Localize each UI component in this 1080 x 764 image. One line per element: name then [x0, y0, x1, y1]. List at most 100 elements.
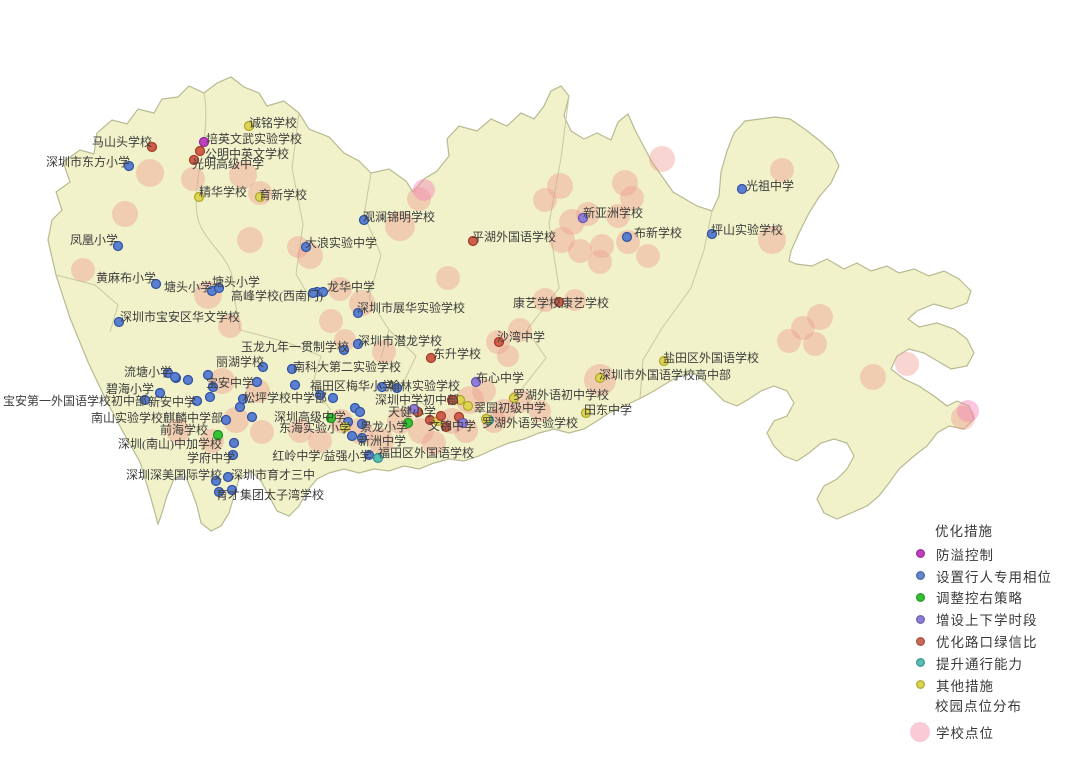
- school-point-halo: [288, 419, 312, 443]
- school-point-halo: [181, 167, 205, 191]
- measure-dot: [577, 212, 589, 224]
- school-label: 流塘小学: [124, 364, 172, 379]
- measure-dot: [246, 411, 258, 423]
- school-label: 坪山实验学校: [711, 222, 783, 237]
- school-label: 高峰学校(西南门): [231, 288, 323, 303]
- school-label: 丽湖学校: [216, 354, 264, 369]
- measure-dot: [188, 154, 200, 166]
- school-label: 翠园初级中学: [474, 400, 546, 415]
- school-label: 康艺学校: [513, 295, 561, 310]
- measure-dot: [112, 240, 124, 252]
- school-label: 东海实验小学: [279, 420, 351, 435]
- school-point-halo: [218, 314, 242, 338]
- measure-dot: [354, 406, 366, 418]
- legend-item: 增设上下学时段: [906, 608, 1076, 630]
- school-label: 新安中学: [148, 394, 196, 409]
- legend-item-label: 调整控右策略: [936, 591, 1023, 607]
- measure-dot: [210, 475, 222, 487]
- legend: 优化措施 防溢控制 设置行人专用相位 调整控右策略 增设上下学时段 优化路口绿信比 提升通…: [906, 521, 1076, 746]
- school-point-halo: [385, 211, 415, 241]
- measure-dot: [307, 287, 319, 299]
- measure-dot: [207, 381, 219, 393]
- district-boundary-line: [388, 329, 429, 409]
- school-label: 前海学校: [160, 422, 208, 437]
- measure-dot: [314, 389, 326, 401]
- school-point-halo: [166, 419, 190, 443]
- school-label: 塘头小学: [164, 279, 212, 294]
- school-point-halo: [328, 277, 352, 301]
- measure-dot: [391, 382, 403, 394]
- school-point-halo: [612, 170, 638, 196]
- school-point-halo: [368, 428, 394, 454]
- measure-dot: [356, 418, 368, 430]
- school-label: 深圳深美国际学校: [126, 467, 222, 482]
- measure-dot: [352, 338, 364, 350]
- district-boundary-line: [363, 172, 390, 359]
- measure-dot: [193, 191, 205, 203]
- school-label: 精华学校: [199, 184, 247, 199]
- measure-dot: [408, 403, 420, 415]
- school-label: 红岭中学/益强小学: [272, 448, 371, 463]
- school-point-halo: [250, 420, 274, 444]
- measure-dot: [621, 231, 633, 243]
- school-label: 深圳(南山)中加学校: [118, 436, 222, 451]
- school-label: 深圳市展华实验学校: [357, 300, 465, 315]
- legend-dot-icon: [916, 680, 925, 690]
- measure-dot: [325, 412, 337, 424]
- measure-dot: [658, 355, 670, 367]
- measure-dot: [169, 371, 181, 383]
- measure-dot: [425, 352, 437, 364]
- legend-items: 防溢控制 设置行人专用相位 调整控右策略 增设上下学时段 优化路口绿信比 提升通行能力 其他…: [906, 543, 1076, 696]
- district-boundary-line: [195, 92, 241, 331]
- school-label: 翰林实验学校: [388, 378, 460, 393]
- school-label: 布新学校: [634, 225, 682, 240]
- school-label: 深圳市育才三中: [231, 467, 315, 482]
- school-label: 新亚洲学校: [583, 205, 643, 220]
- measure-dot: [139, 394, 151, 406]
- school-point-halo: [408, 418, 434, 444]
- legend-measures-title: 优化措施: [935, 524, 993, 539]
- school-point-halo: [588, 250, 612, 274]
- measure-dot: [363, 449, 375, 461]
- measure-dot: [580, 407, 592, 419]
- school-point-halo: [559, 209, 585, 235]
- legend-dot-icon: [916, 549, 925, 559]
- school-label: 诚铭学校: [249, 115, 297, 130]
- legend-dot-icon: [916, 658, 925, 668]
- school-label: 玉龙九年一贯制学校: [241, 339, 349, 354]
- school-point-halo: [246, 379, 270, 403]
- school-point-legend-icon: [910, 721, 930, 742]
- school-point-halo: [777, 329, 801, 353]
- measure-dot: [123, 160, 135, 172]
- school-point-halo: [319, 309, 343, 333]
- school-label: 育才集团太子湾学校: [216, 487, 324, 502]
- measure-dot: [594, 372, 606, 384]
- school-label: 盐田区外国语学校: [663, 350, 759, 365]
- measure-dot: [237, 393, 249, 405]
- measure-dot: [213, 282, 225, 294]
- legend-item-label: 设置行人专用相位: [936, 569, 1052, 585]
- school-label: 公明中英文学校: [205, 146, 289, 161]
- school-point-halo: [136, 159, 164, 187]
- measure-dot: [352, 307, 364, 319]
- school-label: 深圳市东方小学: [46, 154, 130, 169]
- school-label: 碧海小学: [106, 381, 154, 396]
- measure-dot: [154, 387, 166, 399]
- school-point-halos: [71, 146, 979, 455]
- district-boundary-line: [639, 210, 713, 399]
- district-boundary-line: [520, 95, 570, 391]
- school-point-halo: [547, 173, 573, 199]
- school-label: 文锦中学: [428, 418, 476, 433]
- school-label: 福田区梅华小学: [310, 378, 394, 393]
- measure-dot: [212, 429, 224, 441]
- school-label: 深圳中学初中部: [375, 392, 459, 407]
- legend-points-title: 校园点位分布: [935, 698, 1022, 714]
- legend-dot-icon: [916, 571, 925, 581]
- school-point-halo: [229, 161, 257, 189]
- measure-dot: [191, 395, 203, 407]
- school-point-halo: [372, 340, 396, 364]
- school-point-halo: [803, 332, 827, 356]
- school-label: 康艺学校: [561, 295, 609, 310]
- school-label: 松坪学校中学部: [243, 390, 327, 405]
